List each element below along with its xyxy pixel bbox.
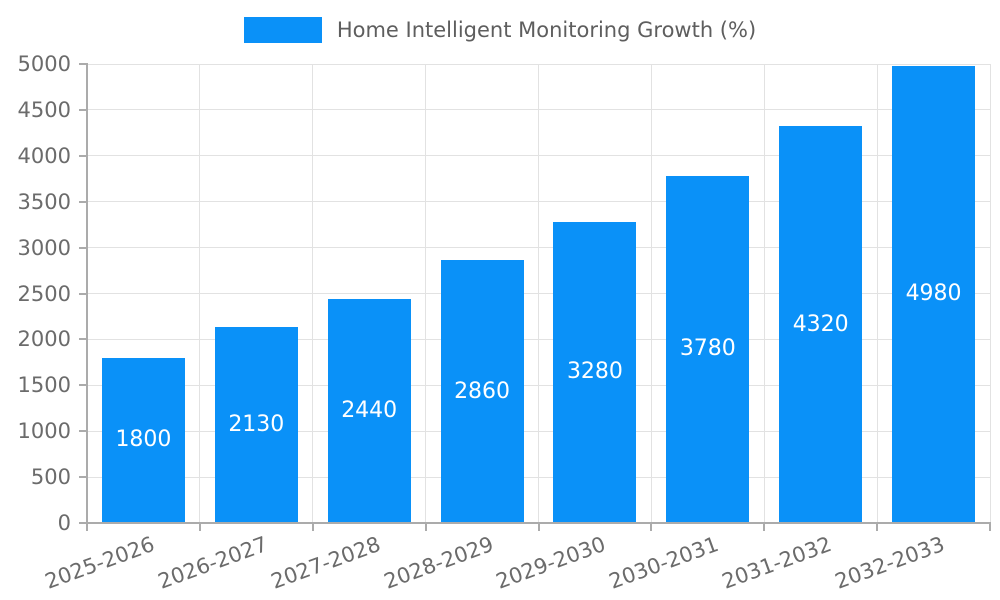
bar-value-label: 4320 — [792, 311, 849, 337]
bar — [779, 126, 863, 523]
bar — [327, 299, 411, 523]
x-gridline — [989, 64, 991, 523]
x-gridline — [199, 64, 201, 523]
y-axis-line — [86, 63, 88, 523]
x-axis-tick — [537, 523, 540, 531]
bar-value-label: 1800 — [115, 427, 172, 453]
x-axis-tick — [86, 523, 88, 531]
y-axis-label: 0 — [57, 511, 71, 535]
legend: Home Intelligent Monitoring Growth (%) — [0, 17, 1000, 43]
x-gridline — [425, 64, 427, 523]
x-axis-label: 2030-2031 — [606, 532, 723, 594]
y-axis-tick — [79, 154, 87, 157]
legend-label: Home Intelligent Monitoring Growth (%) — [336, 18, 757, 42]
bar-value-label: 3780 — [679, 336, 736, 362]
y-axis-tick — [79, 384, 87, 387]
x-axis-label: 2029-2030 — [493, 532, 610, 594]
x-gridline — [538, 64, 539, 523]
y-axis-label: 3000 — [17, 235, 71, 260]
y-axis-label: 1500 — [17, 373, 71, 398]
x-gridline — [763, 64, 765, 523]
y-axis-tick — [79, 63, 87, 65]
x-axis-tick — [311, 523, 314, 531]
y-axis-label: 2500 — [17, 281, 71, 306]
y-axis-tick — [79, 292, 87, 295]
x-axis-tick — [650, 523, 653, 531]
bar-value-label: 3280 — [566, 359, 623, 385]
x-axis-label: 2031-2032 — [719, 532, 835, 594]
y-axis-tick — [79, 522, 87, 524]
legend-swatch — [243, 17, 322, 43]
x-gridline — [312, 64, 314, 523]
bar — [892, 65, 976, 523]
y-axis-tick — [79, 246, 87, 249]
bar — [666, 175, 750, 523]
y-axis-tick — [79, 200, 87, 203]
y-axis-label: 1000 — [17, 419, 71, 444]
x-axis-tick — [876, 523, 879, 531]
y-axis-tick — [79, 108, 87, 111]
y-axis-label: 500 — [30, 465, 71, 490]
x-axis-tick — [198, 523, 201, 531]
x-gridline — [650, 64, 652, 523]
x-axis-tick — [989, 523, 991, 531]
bar — [553, 221, 637, 523]
x-axis-label: 2026-2027 — [154, 532, 271, 594]
x-axis-label: 2027-2028 — [267, 532, 384, 594]
x-axis-line — [86, 522, 991, 524]
bar-value-label: 2130 — [228, 412, 285, 438]
y-axis-label: 2000 — [17, 327, 71, 352]
x-axis-label: 2028-2029 — [380, 532, 497, 594]
bar-value-label: 2860 — [454, 378, 511, 404]
y-axis-label: 5000 — [17, 52, 71, 76]
bar-value-label: 4980 — [905, 281, 962, 307]
bar — [101, 357, 185, 523]
x-axis-tick — [424, 523, 427, 531]
x-axis-tick — [763, 523, 766, 531]
x-axis-label: 2025-2026 — [41, 532, 158, 594]
bar — [440, 260, 524, 523]
y-axis-label: 4000 — [17, 143, 71, 168]
x-axis-label: 2032-2033 — [831, 532, 948, 594]
y-axis-tick — [79, 476, 87, 479]
y-axis-label: 4500 — [17, 97, 71, 122]
bar-value-label: 2440 — [341, 398, 398, 423]
bar — [214, 327, 298, 523]
y-axis-tick — [79, 338, 87, 341]
x-gridline — [876, 64, 878, 523]
y-axis-label: 3500 — [17, 189, 71, 214]
y-axis-tick — [79, 430, 87, 433]
